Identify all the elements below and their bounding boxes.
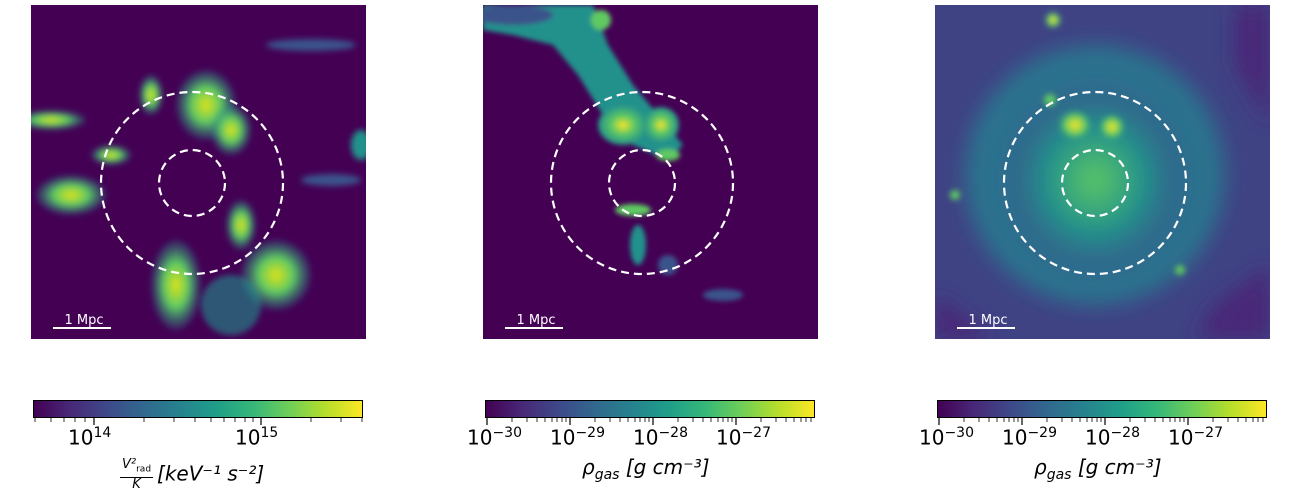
map-image [31,5,366,339]
colorbar-2-tick-label: 10−29 [550,425,605,450]
colorbar-3-tick-label: 10−28 [1085,425,1140,450]
colorbar-1-ticks [34,418,363,425]
colorbar-3-tick-label: 10−27 [1168,425,1223,450]
colorbar-3-ticks [938,418,1264,425]
map-panel-gas-density-masked: 1 Mpc [483,5,818,339]
colorbar-3-tick-label: 10−29 [1002,425,1057,450]
scalebar-label: 1 Mpc [516,313,556,328]
scalebar [505,327,563,329]
colorbar-2-label: ρgas [g cm⁻³] [582,455,710,483]
map-panel-velocity-entropy: 1 Mpc [31,5,366,339]
colorbar-2-ticks [486,418,812,425]
map-panel-gas-density: 1 Mpc [935,5,1270,339]
colorbar-2-tick-label: 10−27 [716,425,771,450]
colorbar-2-tick-label: 10−30 [467,425,522,450]
colorbar-1-label: V²rad K [keV⁻¹ s⁻²] [120,457,265,492]
colorbar-2-tick-label: 10−28 [633,425,688,450]
scalebar-label: 1 Mpc [64,313,104,328]
colorbar-1-tick-label: 1015 [235,425,279,450]
map-image [935,5,1270,339]
colorbar-3-label: ρgas [g cm⁻³] [1034,455,1162,483]
colorbar-3-tick-label: 10−30 [919,425,974,450]
colorbar-1-tick-label: 1014 [68,425,112,450]
scalebar [957,327,1015,329]
scalebar-label: 1 Mpc [968,313,1008,328]
colorbar-3 [937,400,1267,418]
fraction: V²rad K [120,457,154,492]
colorbar-2 [485,400,815,418]
colorbar-1 [33,400,363,418]
map-image [483,5,818,339]
scalebar [53,327,111,329]
